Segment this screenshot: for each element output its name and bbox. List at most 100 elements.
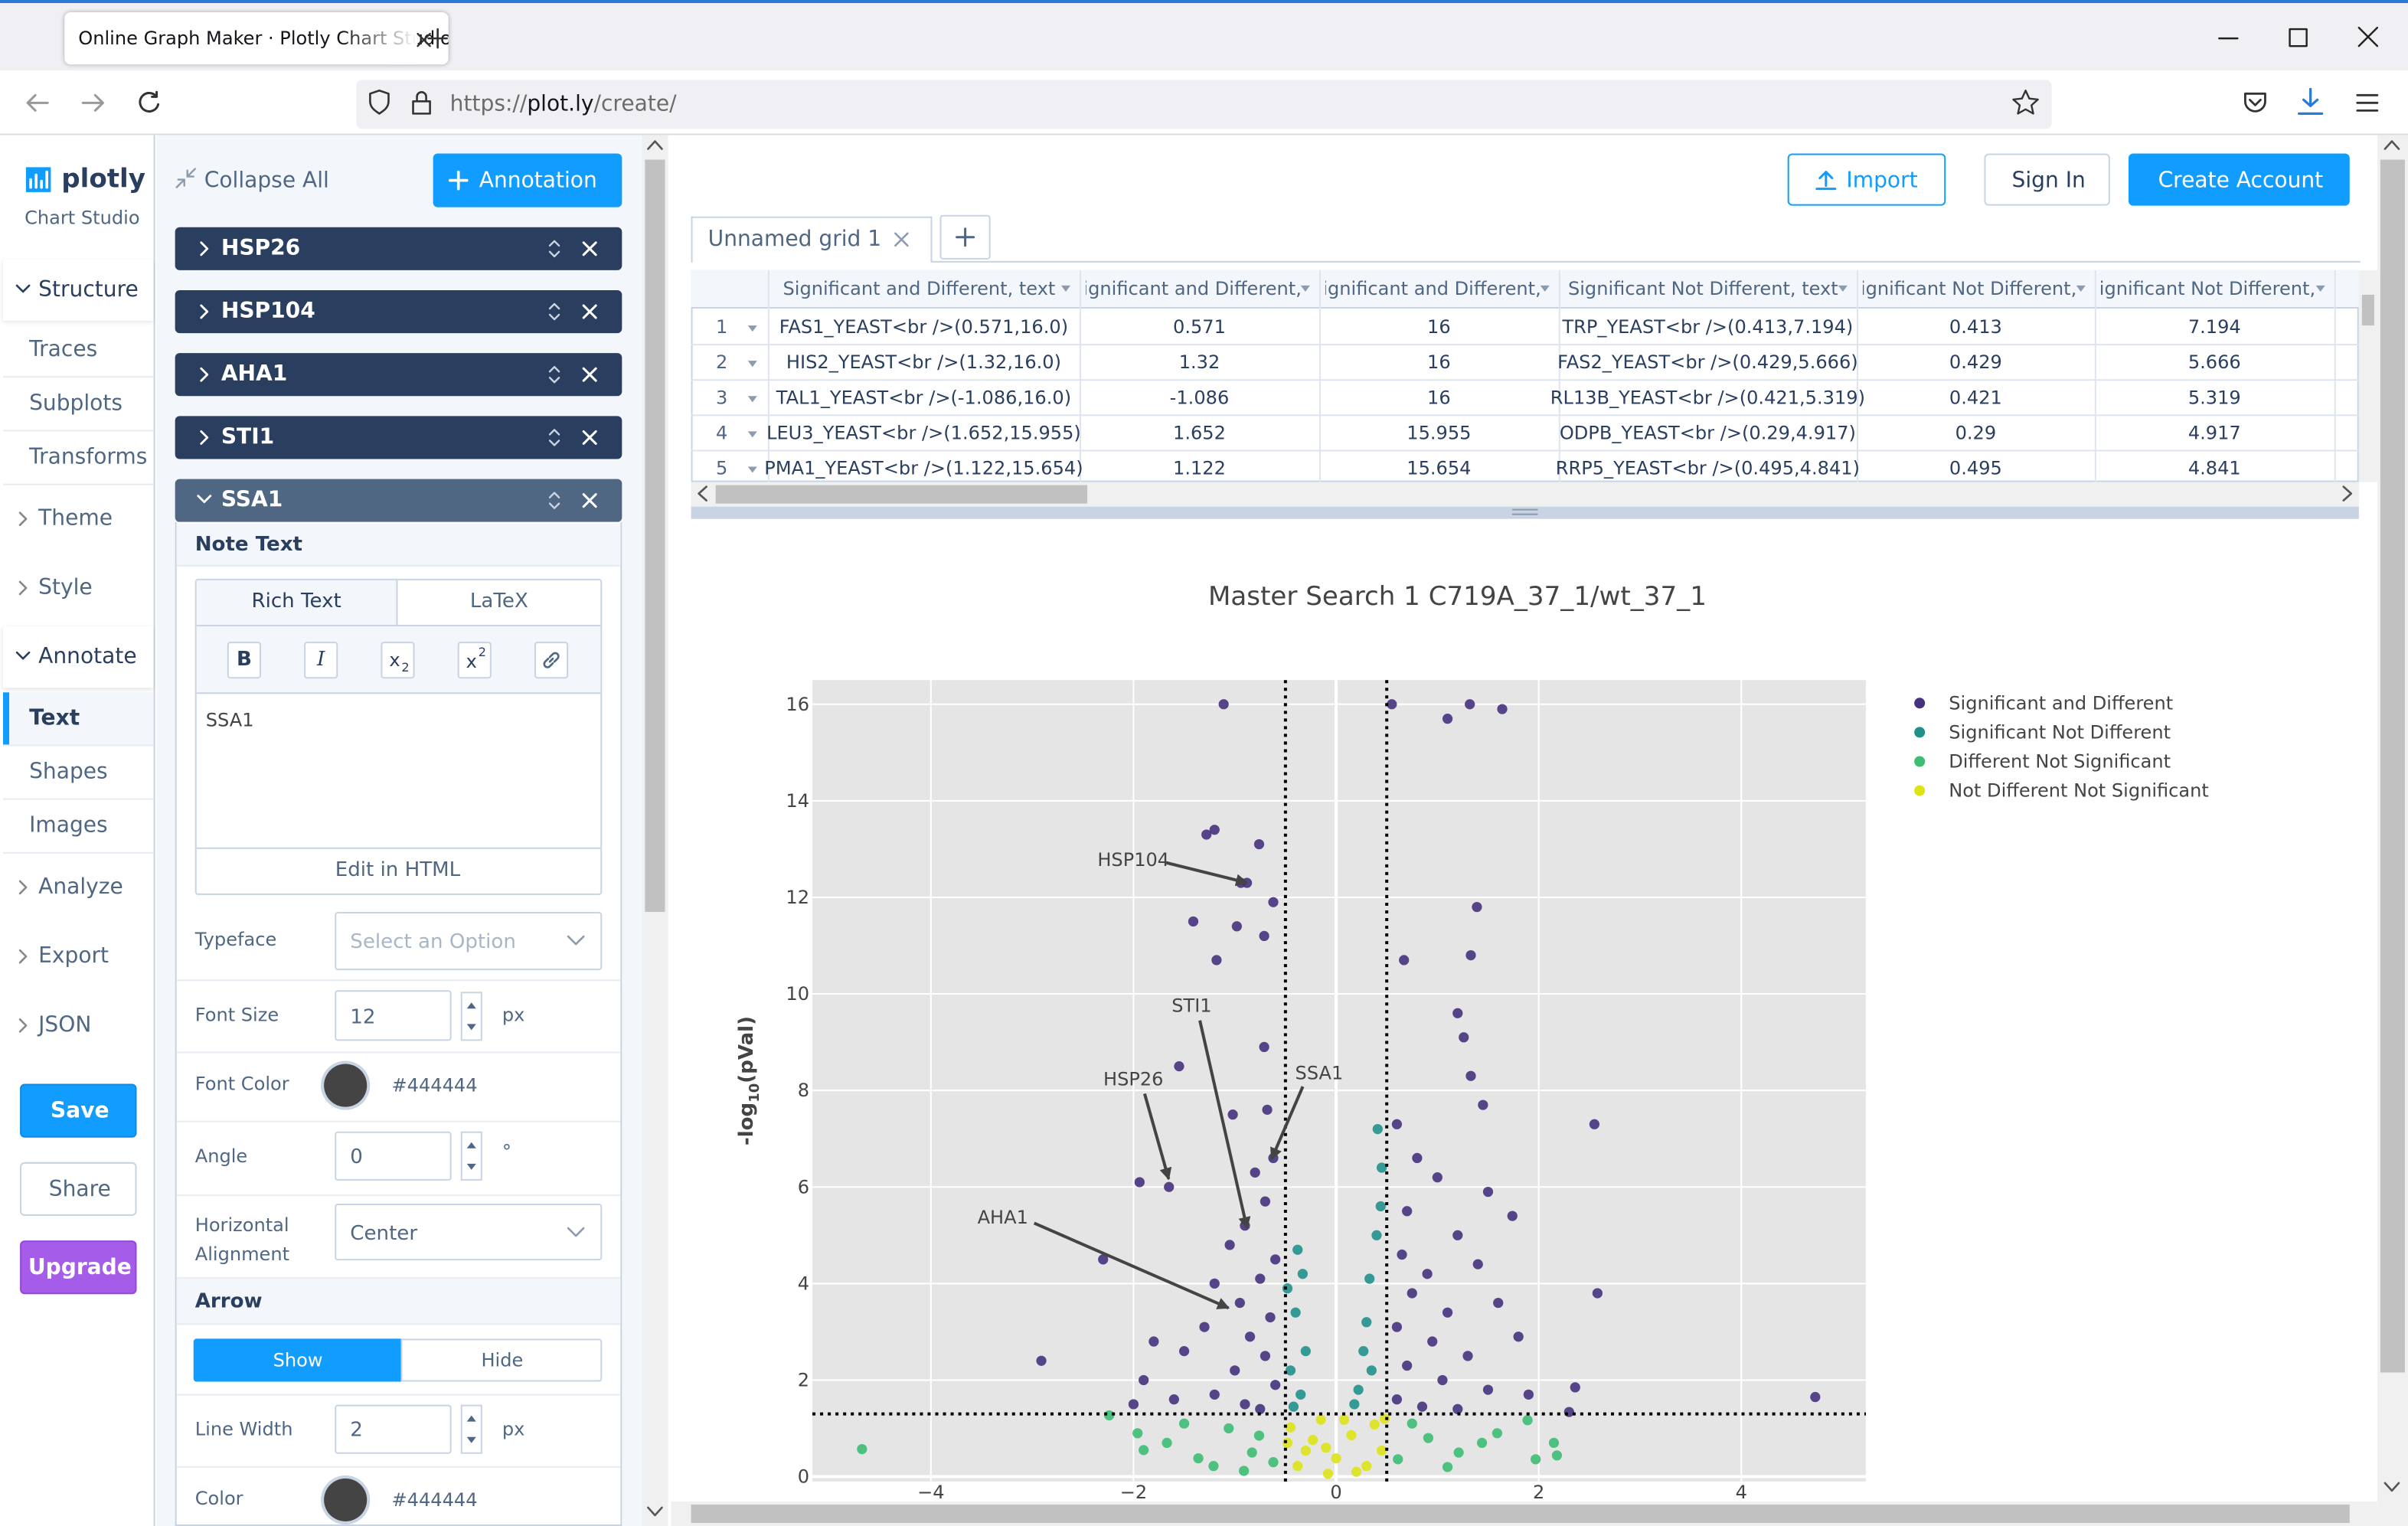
spinner[interactable] <box>460 1404 482 1454</box>
edit-html[interactable]: Edit in HTML <box>335 858 461 882</box>
section-label[interactable]: Style <box>38 575 93 600</box>
table-cell[interactable]: 0.29 <box>1955 422 1997 444</box>
alignment-select[interactable]: Center <box>335 1203 603 1261</box>
section-item[interactable]: Shapes <box>29 760 108 785</box>
row-menu[interactable] <box>747 325 757 332</box>
annotation-row[interactable] <box>175 289 622 334</box>
page-hscroll-thumb[interactable] <box>691 1504 2350 1523</box>
annotation-row[interactable] <box>175 227 622 270</box>
toolbar-button[interactable] <box>534 642 569 679</box>
column-header[interactable]: Significant Not Different, y <box>2101 277 2319 299</box>
panel-scroll-thumb[interactable] <box>645 159 665 912</box>
table-hscroll-thumb[interactable] <box>715 485 1088 504</box>
table-cell[interactable]: 4.841 <box>2187 457 2241 479</box>
annotation-row[interactable] <box>175 353 622 397</box>
page-vscroll-thumb[interactable] <box>2380 159 2405 1373</box>
reorder[interactable] <box>548 302 560 321</box>
remove-annotation[interactable] <box>582 430 597 445</box>
window-close[interactable] <box>2357 26 2379 47</box>
section-item[interactable]: Text <box>29 706 80 731</box>
table-cell[interactable]: TAL1_YEAST<br />(-1.086,16.0) <box>776 387 1072 409</box>
column-header[interactable]: Significant and Different, x <box>1086 277 1304 299</box>
tab-inactive[interactable] <box>397 580 601 627</box>
section-label[interactable]: Structure <box>38 277 139 302</box>
row-menu[interactable] <box>747 466 757 473</box>
editor-text[interactable]: SSA1 <box>205 709 254 731</box>
section-item[interactable]: Subplots <box>29 391 123 417</box>
table-cell[interactable]: 1.652 <box>1173 422 1226 444</box>
table-cell[interactable]: ODPB_YEAST<br />(0.29,4.917) <box>1559 422 1856 444</box>
annotation-row[interactable] <box>175 416 622 459</box>
table-cell[interactable]: 5.319 <box>2187 387 2241 409</box>
table-cell[interactable]: 0.571 <box>1173 316 1226 338</box>
editor-tab[interactable]: LaTeX <box>469 590 528 614</box>
grid-tab-title[interactable]: Unnamed grid 1 <box>707 227 882 252</box>
column-menu[interactable] <box>1540 285 1550 292</box>
table-cell[interactable]: 16 <box>1427 387 1451 409</box>
pocket[interactable] <box>2243 92 2266 113</box>
row-menu[interactable] <box>747 361 757 368</box>
column-header[interactable]: Significant Not Different, text <box>1567 277 1838 299</box>
remove-annotation[interactable] <box>582 304 597 319</box>
toolbar-button[interactable] <box>227 642 261 679</box>
sidebar-button[interactable]: Upgrade <box>20 1240 137 1295</box>
url-field[interactable] <box>356 80 2052 129</box>
link[interactable] <box>542 651 560 669</box>
table-cell[interactable]: HIS2_YEAST<br />(1.32,16.0) <box>786 351 1061 374</box>
table-cell[interactable]: 16 <box>1427 351 1451 374</box>
section-bg[interactable] <box>3 259 154 322</box>
table-cell[interactable]: 1.32 <box>1178 351 1220 374</box>
remove-annotation[interactable] <box>582 241 597 257</box>
toggle-show[interactable] <box>193 1338 403 1382</box>
table-cell[interactable]: 4.917 <box>2187 422 2241 444</box>
reorder[interactable] <box>548 365 560 384</box>
toolbar-button[interactable] <box>457 642 492 679</box>
new-tab[interactable] <box>427 28 448 49</box>
table-cell[interactable]: 0.429 <box>1949 351 2002 374</box>
back[interactable] <box>26 93 49 112</box>
typeface-select[interactable]: Select an Option <box>335 911 603 971</box>
table-cell[interactable]: 5.666 <box>2187 351 2241 374</box>
remove-annotation[interactable] <box>582 367 597 382</box>
table-cell[interactable]: RRP5_YEAST<br />(0.495,4.841) <box>1555 457 1860 479</box>
column-menu[interactable] <box>1838 285 1848 292</box>
spinner[interactable] <box>460 1131 482 1181</box>
toolbar-button[interactable] <box>381 642 415 679</box>
downloads[interactable] <box>2297 87 2324 115</box>
reorder[interactable] <box>548 428 560 446</box>
row-menu[interactable] <box>747 396 757 403</box>
table-cell[interactable]: LEU3_YEAST<br />(1.652,15.955) <box>766 422 1081 444</box>
minimize[interactable] <box>2218 37 2239 40</box>
table-cell[interactable]: 15.654 <box>1407 457 1472 479</box>
color-swatch[interactable] <box>321 1060 371 1110</box>
column-header[interactable]: Significant and Different, y <box>1325 277 1544 299</box>
editor-tab[interactable]: Rich Text <box>251 590 341 614</box>
table-vscroll-thumb[interactable] <box>2361 294 2374 326</box>
app-menu[interactable] <box>2356 93 2379 112</box>
section-item[interactable]: Traces <box>29 338 98 363</box>
table-cell[interactable]: 16 <box>1427 316 1451 338</box>
column-menu[interactable] <box>2315 285 2325 292</box>
section-label[interactable]: Analyze <box>38 874 123 900</box>
annotation-row[interactable] <box>175 479 622 522</box>
toolbar-button[interactable] <box>304 642 338 679</box>
section-item[interactable]: Transforms <box>29 445 148 470</box>
section-label[interactable]: JSON <box>38 1013 92 1038</box>
table-cell[interactable]: TRP_YEAST<br />(0.413,7.194) <box>1562 316 1854 338</box>
section-label[interactable]: Theme <box>38 506 113 531</box>
column-menu[interactable] <box>2076 285 2086 292</box>
section-bg[interactable] <box>3 626 154 688</box>
sidebar-button[interactable]: Share <box>20 1162 137 1216</box>
font-size-input[interactable]: 12 <box>335 990 452 1041</box>
header-button[interactable]: Import <box>1787 153 1946 206</box>
color-swatch[interactable] <box>321 1475 371 1524</box>
collapse-icon[interactable] <box>175 168 196 188</box>
sidebar-button[interactable]: Save <box>20 1083 137 1138</box>
grid-tab-close[interactable] <box>894 232 909 247</box>
column-menu[interactable] <box>1300 285 1310 292</box>
table-cell[interactable]: 0.413 <box>1949 316 2002 338</box>
table-cell[interactable]: RL13B_YEAST<br />(0.421,5.319) <box>1550 387 1865 409</box>
line-width-input[interactable]: 2 <box>335 1404 452 1454</box>
column-header[interactable]: Significant and Different, text <box>783 277 1056 299</box>
table-cell[interactable]: 1.122 <box>1173 457 1226 479</box>
